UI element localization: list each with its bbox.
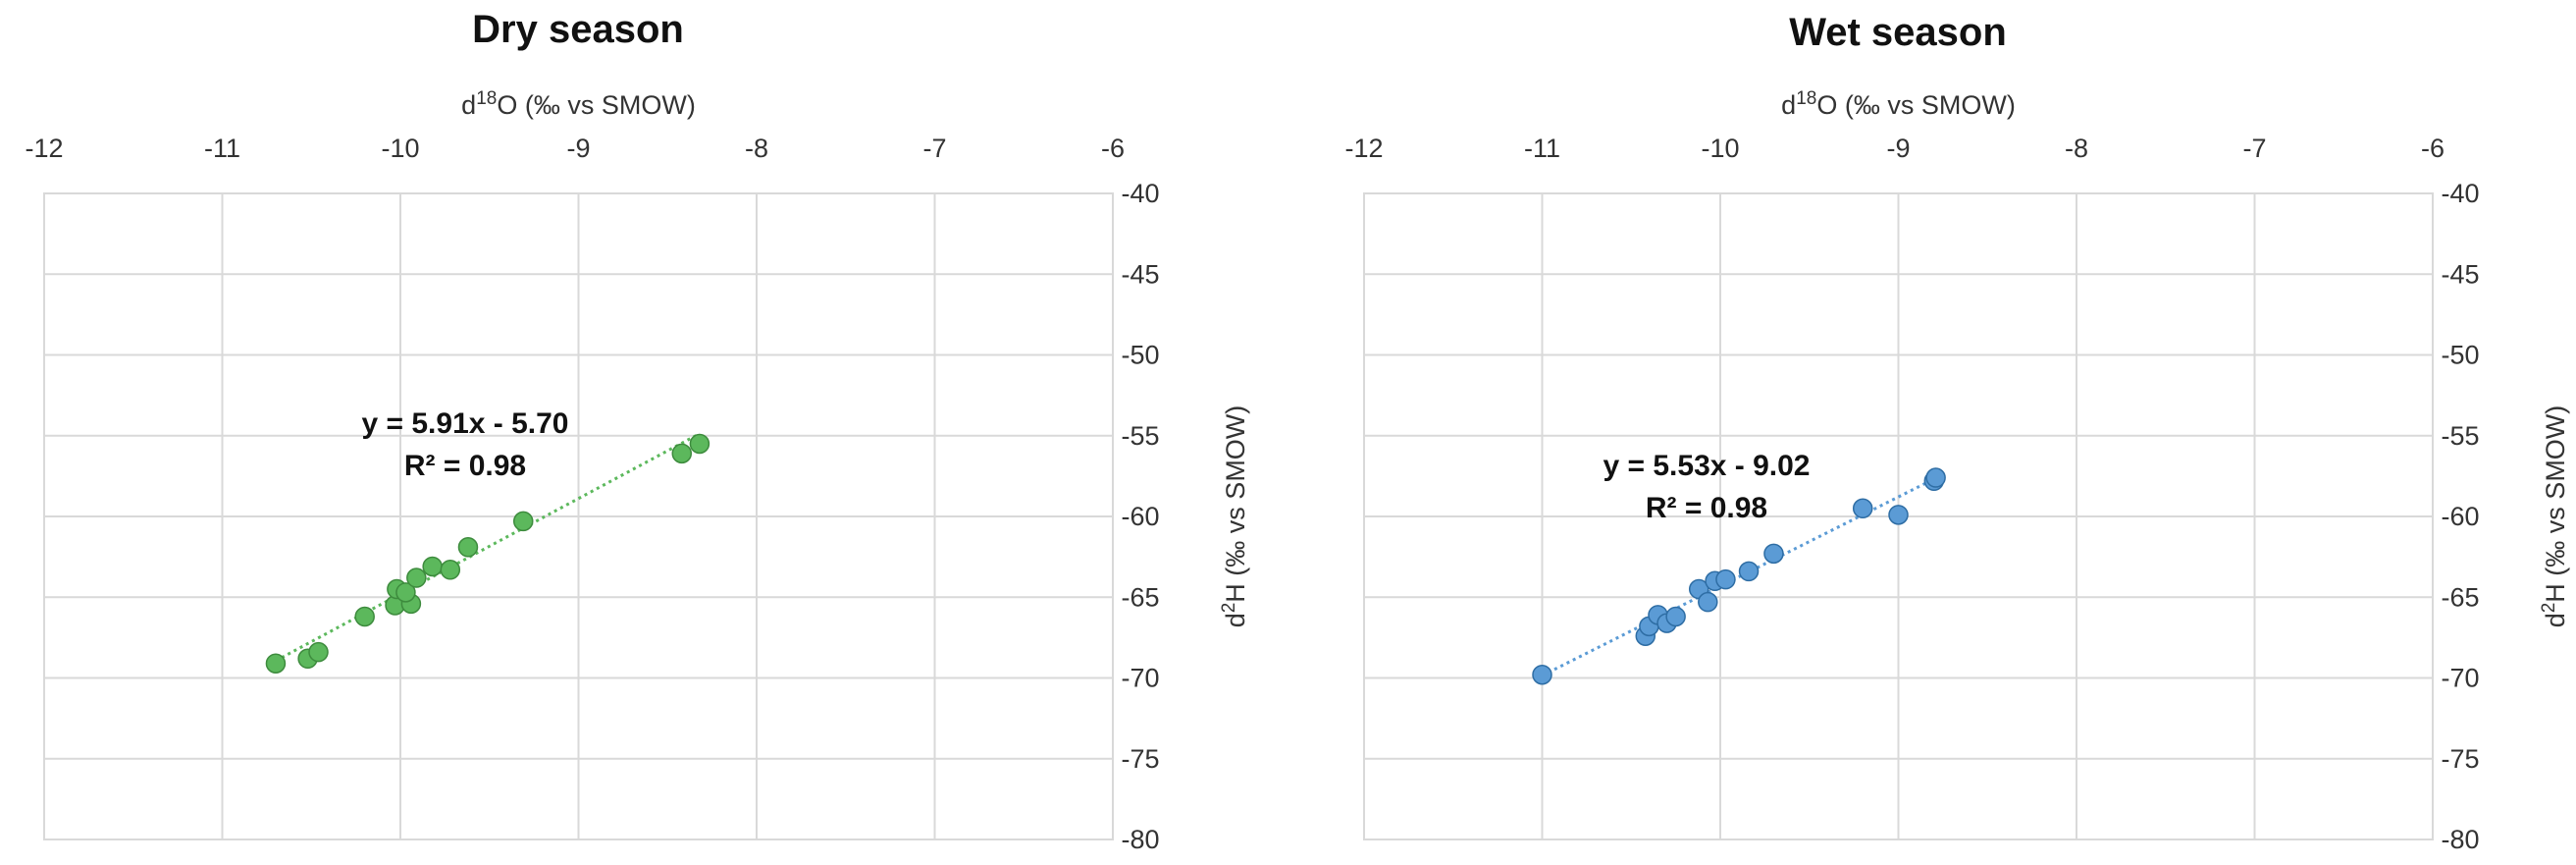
plot-frame <box>1363 192 2434 840</box>
y-tick-label: -75 <box>1121 744 1159 774</box>
x-tick-label: -12 <box>25 134 63 163</box>
x-tick-label: -9 <box>1886 134 1910 163</box>
data-point <box>689 433 710 455</box>
x-tick-label: -8 <box>745 134 768 163</box>
data-point <box>1738 561 1760 582</box>
r-squared-label: R² = 0.98 <box>1646 492 1767 524</box>
y-axis-label: d2H (‰ vs SMOW) <box>1219 405 1250 628</box>
x-tick-label: -6 <box>2421 134 2445 163</box>
data-point <box>457 537 479 558</box>
y-tick-label: -80 <box>2441 825 2479 854</box>
x-tick-label: -10 <box>1701 134 1739 163</box>
y-tick-label: -45 <box>1121 259 1159 289</box>
y-tick-label: -40 <box>2441 179 2479 208</box>
x-axis-label: d18O (‰ vs SMOW) <box>461 88 696 120</box>
data-point <box>1852 498 1873 519</box>
data-point <box>1888 505 1909 525</box>
y-tick-label: -45 <box>2441 259 2479 289</box>
x-tick-label: -11 <box>204 134 240 163</box>
data-point <box>440 560 461 580</box>
data-point <box>308 641 329 663</box>
y-tick-label: -80 <box>1121 825 1159 854</box>
x-tick-label: -6 <box>1101 134 1125 163</box>
y-tick-label: -70 <box>1121 664 1159 693</box>
x-tick-label: -11 <box>1524 134 1560 163</box>
y-tick-label: -40 <box>1121 179 1159 208</box>
trendline <box>275 432 701 663</box>
data-point <box>512 511 534 532</box>
x-tick-label: -7 <box>922 134 946 163</box>
x-tick-label: -7 <box>2242 134 2266 163</box>
y-tick-label: -75 <box>2441 744 2479 774</box>
data-point <box>1715 568 1736 590</box>
y-tick-label: -55 <box>1121 421 1159 451</box>
trend-equation: y = 5.91x - 5.70 <box>362 407 569 440</box>
x-tick-label: -9 <box>566 134 590 163</box>
y-tick-label: -50 <box>2441 341 2479 370</box>
chart-title: Dry season <box>472 8 684 51</box>
y-tick-label: -60 <box>1121 502 1159 531</box>
data-point <box>671 443 693 464</box>
data-point <box>395 582 416 603</box>
chart-0: Dry season d18O (‰ vs SMOW) -12 -11 -10 -9 -8 -… <box>25 8 1250 854</box>
data-point <box>1763 543 1784 565</box>
y-tick-label: -60 <box>2441 502 2479 531</box>
data-point <box>354 606 375 627</box>
data-point <box>1925 467 1946 488</box>
y-tick-label: -55 <box>2441 421 2479 451</box>
data-point <box>1532 664 1552 685</box>
y-axis-label: d2H (‰ vs SMOW) <box>2539 405 2570 628</box>
chart-1: Wet season d18O (‰ vs SMOW) -12 -11 -10 -9 -8 -… <box>1344 11 2570 854</box>
y-tick-label: -65 <box>2441 582 2479 612</box>
r-squared-label: R² = 0.98 <box>404 450 526 482</box>
y-tick-label: -70 <box>2441 664 2479 693</box>
x-tick-label: -12 <box>1344 134 1383 163</box>
x-tick-label: -10 <box>381 134 419 163</box>
y-tick-label: -65 <box>1121 582 1159 612</box>
chart-title: Wet season <box>1789 11 2007 54</box>
x-axis-label: d18O (‰ vs SMOW) <box>1781 88 2016 120</box>
trend-equation: y = 5.53x - 9.02 <box>1603 450 1811 482</box>
data-point <box>265 653 287 674</box>
data-point <box>406 568 427 588</box>
data-point <box>422 556 443 577</box>
data-point <box>1665 606 1686 627</box>
y-tick-label: -50 <box>1121 341 1159 370</box>
x-tick-label: -8 <box>2065 134 2088 163</box>
data-point <box>1698 591 1718 613</box>
plot-frame <box>43 192 1114 840</box>
